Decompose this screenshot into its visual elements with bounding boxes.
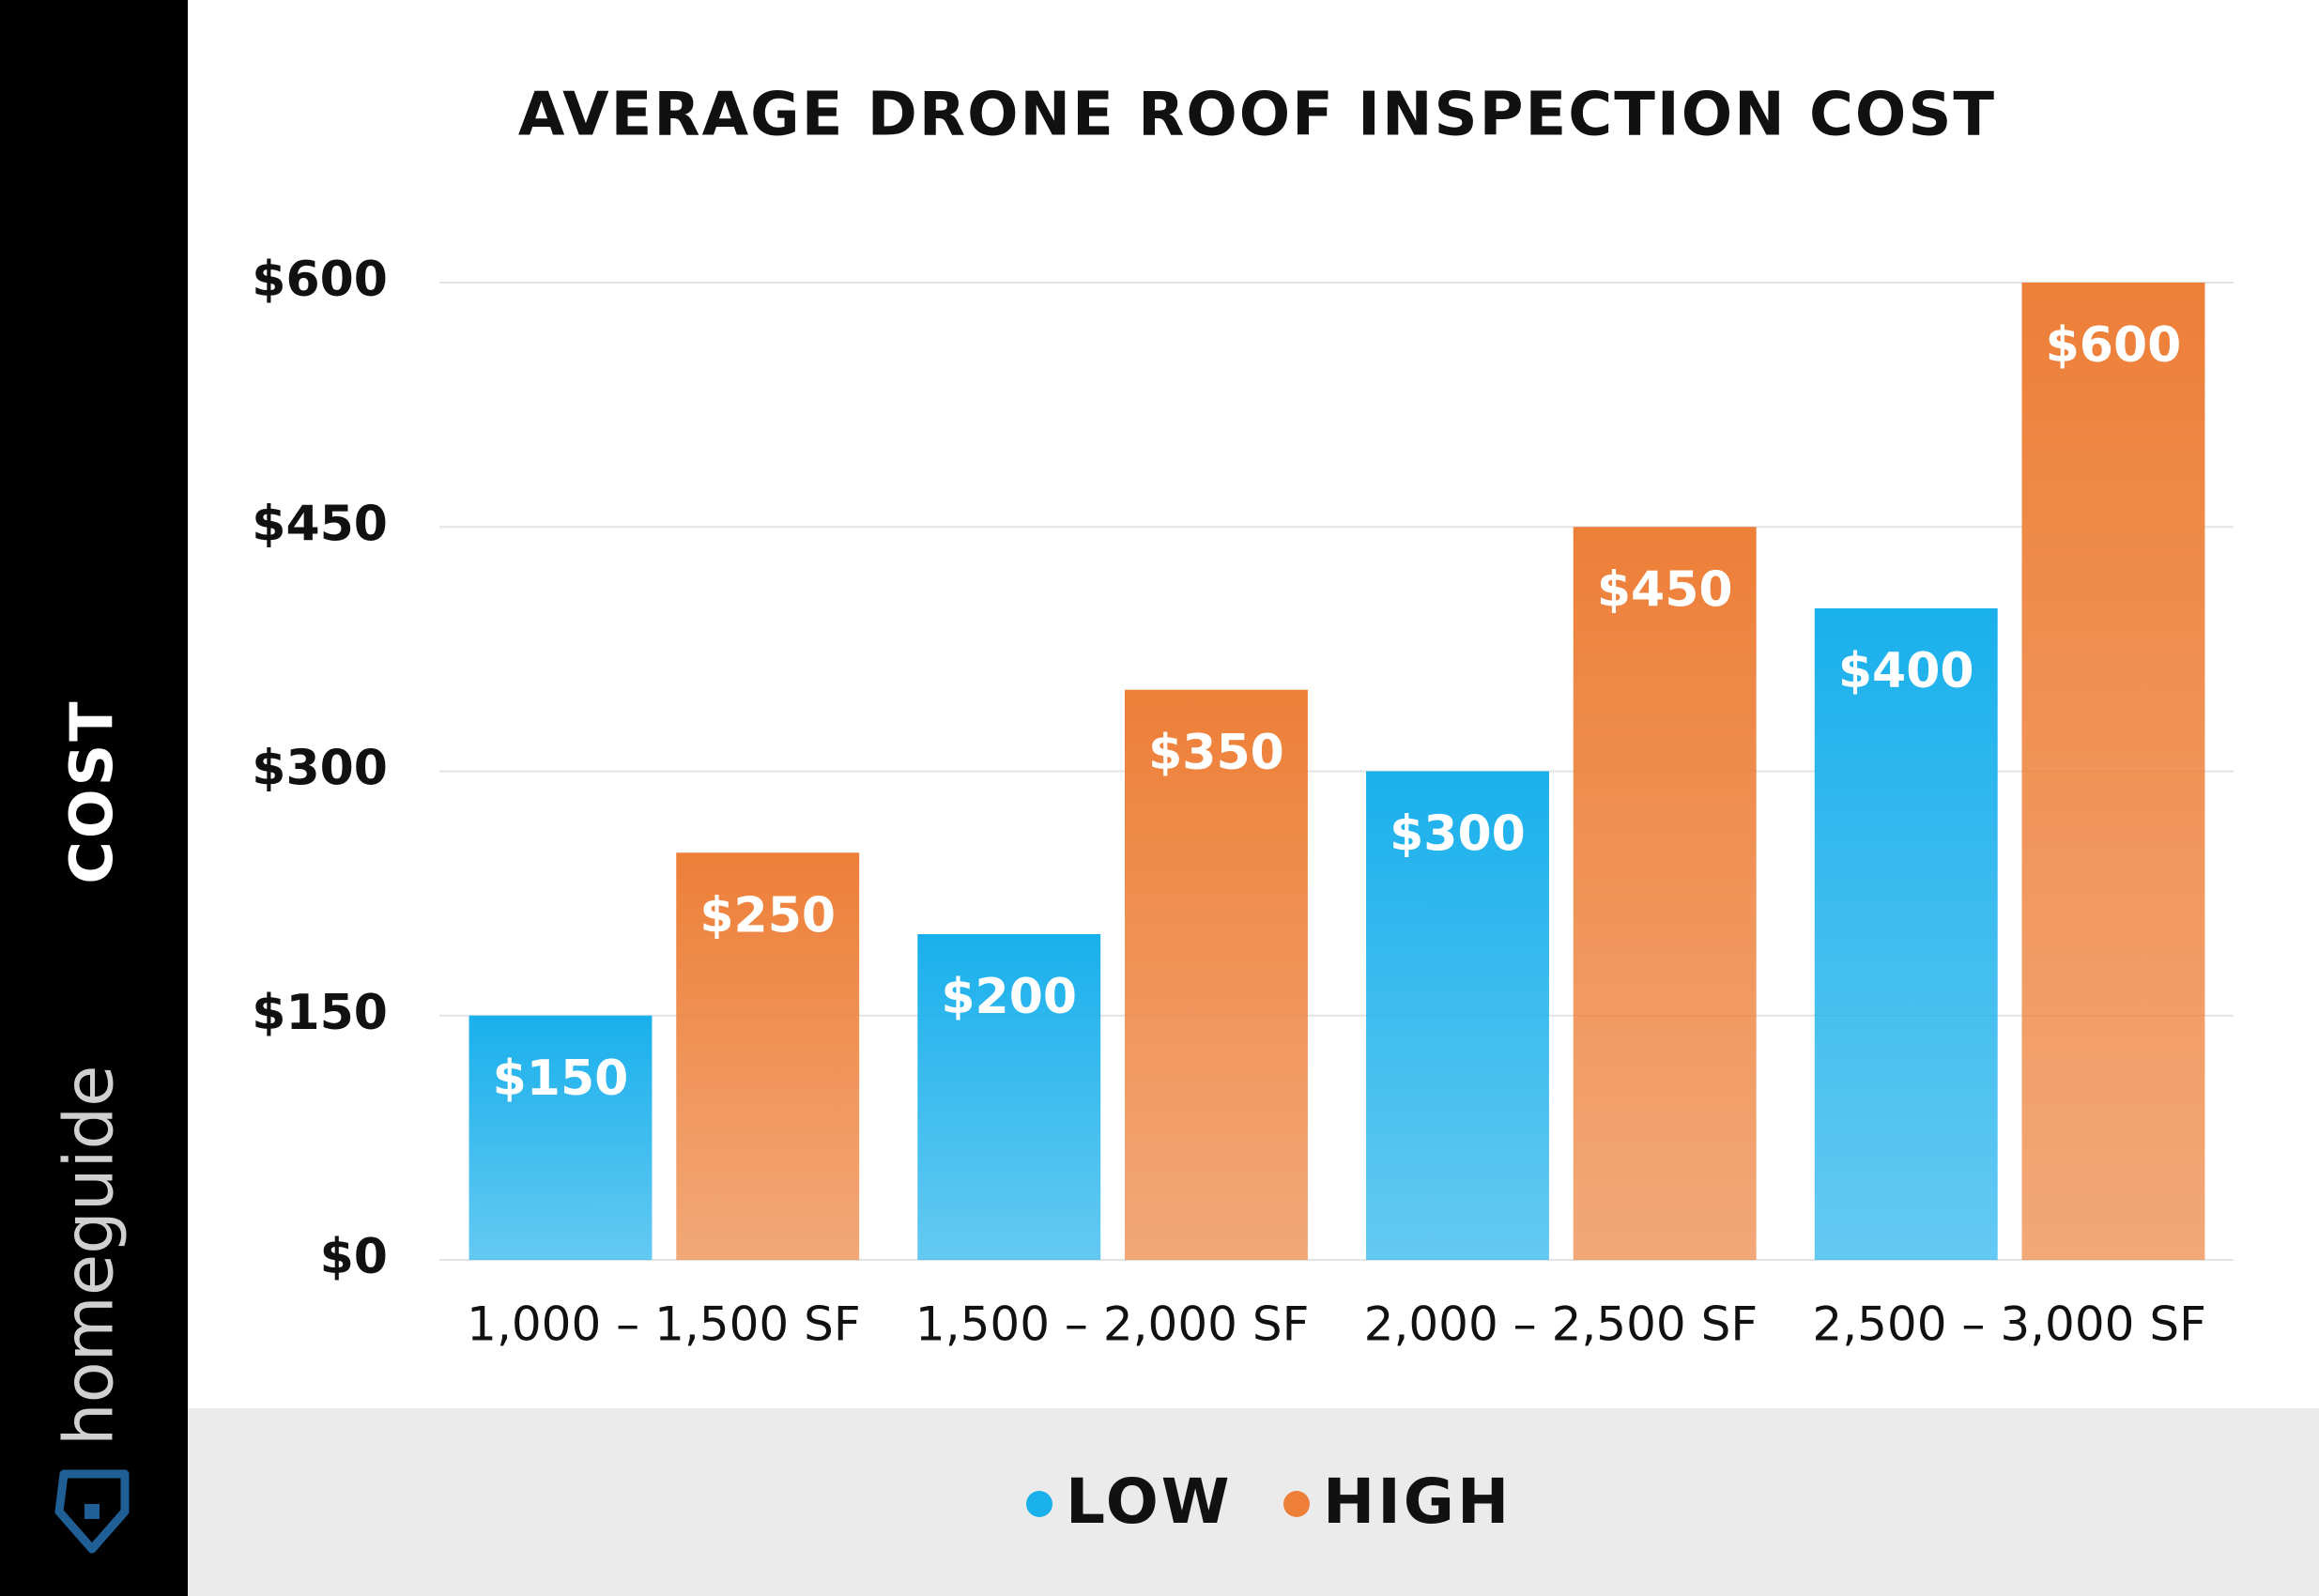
y-tick-label: $450 [252, 496, 388, 552]
bar [1366, 771, 1549, 1260]
brand-logo [54, 1469, 130, 1554]
x-tick-label: 1,000 – 1,500 SF [467, 1297, 860, 1352]
bar [917, 934, 1101, 1260]
brand: homeguide [50, 1066, 129, 1446]
value-label: $600 [2046, 317, 2182, 374]
y-tick-label: $600 [252, 252, 388, 308]
bar [1573, 527, 1757, 1260]
legend-label: LOW [1066, 1466, 1233, 1538]
value-label: $200 [941, 969, 1077, 1025]
value-label: $150 [493, 1051, 629, 1107]
value-label: $300 [1390, 806, 1526, 863]
logo-house [54, 1469, 130, 1554]
x-tick-label: 1,500 – 2,000 SF [915, 1297, 1309, 1352]
value-label: $400 [1838, 643, 1974, 699]
y-tick-label: $0 [320, 1229, 388, 1285]
y-tick-label: $300 [252, 741, 388, 797]
value-label: $250 [699, 887, 836, 944]
y-tick-label: $150 [252, 985, 388, 1041]
bar [1814, 608, 1998, 1260]
legend-swatch [1283, 1491, 1310, 1517]
legend-band [188, 1408, 2319, 1596]
legend-label: HIGH [1323, 1466, 1512, 1538]
bar [676, 852, 860, 1260]
bar [2021, 283, 2205, 1260]
value-label: $350 [1148, 725, 1284, 781]
chart-title: AVERAGE DRONE ROOF INSPECTION COST [518, 81, 1996, 150]
value-label: $450 [1597, 561, 1733, 618]
x-tick-label: 2,500 – 3,000 SF [1812, 1297, 2205, 1352]
logo-window [84, 1504, 100, 1519]
y-axis-label: COST [57, 698, 126, 883]
sidebar [0, 0, 188, 1596]
bar [1125, 689, 1308, 1260]
legend-swatch [1026, 1491, 1052, 1517]
bar [468, 1015, 653, 1260]
x-tick-label: 2,000 – 2,500 SF [1364, 1297, 1758, 1352]
